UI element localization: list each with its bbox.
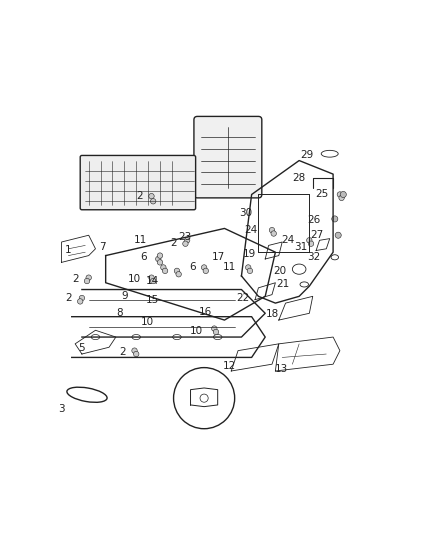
Circle shape [332, 216, 338, 222]
Circle shape [200, 394, 208, 402]
Ellipse shape [132, 335, 141, 340]
Text: 30: 30 [240, 208, 253, 218]
Ellipse shape [67, 387, 107, 402]
Text: 2: 2 [120, 348, 126, 357]
Text: 31: 31 [294, 242, 307, 252]
Circle shape [176, 271, 181, 277]
Circle shape [203, 268, 208, 273]
Text: 10: 10 [190, 326, 203, 336]
Text: 14: 14 [146, 276, 159, 286]
Text: 22: 22 [236, 293, 249, 303]
Circle shape [183, 241, 188, 246]
Text: 24: 24 [244, 225, 258, 235]
Circle shape [307, 238, 312, 243]
Text: 24: 24 [282, 235, 295, 245]
Text: 6: 6 [189, 262, 196, 272]
Circle shape [132, 348, 137, 353]
Text: 12: 12 [223, 361, 236, 371]
Text: 27: 27 [311, 230, 324, 240]
Circle shape [155, 256, 161, 262]
Text: 2: 2 [170, 238, 177, 248]
Text: 32: 32 [307, 252, 321, 262]
Circle shape [212, 326, 217, 332]
Text: 17: 17 [212, 252, 226, 262]
Circle shape [79, 295, 85, 301]
Text: 29: 29 [300, 150, 314, 160]
Ellipse shape [213, 335, 222, 340]
Text: 1: 1 [65, 246, 72, 255]
Circle shape [271, 231, 276, 236]
Text: 26: 26 [307, 215, 321, 225]
Text: 3: 3 [58, 404, 65, 414]
Text: 5: 5 [79, 343, 85, 353]
Text: 15: 15 [146, 295, 159, 305]
Circle shape [340, 191, 346, 198]
FancyBboxPatch shape [194, 116, 262, 198]
Text: 2: 2 [136, 191, 143, 201]
Circle shape [337, 192, 343, 197]
Circle shape [86, 275, 92, 280]
Text: 20: 20 [273, 266, 286, 276]
Text: 25: 25 [315, 190, 328, 199]
Ellipse shape [331, 255, 339, 260]
Circle shape [184, 238, 190, 243]
Circle shape [213, 329, 219, 335]
Circle shape [269, 228, 275, 233]
Circle shape [335, 232, 341, 238]
Circle shape [151, 199, 156, 204]
Circle shape [78, 298, 83, 304]
Circle shape [174, 268, 180, 273]
Ellipse shape [321, 150, 338, 157]
Circle shape [157, 260, 162, 265]
Circle shape [173, 368, 235, 429]
Text: 23: 23 [178, 232, 191, 242]
Circle shape [149, 193, 154, 199]
Text: 13: 13 [275, 364, 288, 374]
Circle shape [151, 278, 156, 284]
Text: 11: 11 [134, 235, 148, 245]
Text: 8: 8 [116, 308, 123, 318]
Circle shape [84, 278, 90, 284]
Circle shape [308, 241, 314, 246]
Circle shape [201, 265, 207, 270]
Circle shape [339, 195, 344, 200]
Ellipse shape [91, 335, 100, 340]
Circle shape [246, 265, 251, 270]
Text: 10: 10 [141, 317, 154, 327]
Circle shape [247, 268, 253, 273]
Text: 18: 18 [266, 309, 279, 319]
Text: 2: 2 [72, 273, 78, 284]
Text: 16: 16 [199, 306, 212, 317]
Text: 28: 28 [292, 173, 305, 182]
FancyBboxPatch shape [80, 156, 196, 210]
Circle shape [157, 253, 162, 259]
Text: 10: 10 [127, 273, 141, 284]
Text: 6: 6 [140, 252, 146, 262]
Text: 21: 21 [277, 279, 290, 289]
Text: 19: 19 [243, 249, 256, 259]
Ellipse shape [293, 264, 306, 274]
Text: 2: 2 [65, 293, 72, 303]
Circle shape [161, 265, 166, 270]
Circle shape [149, 275, 154, 280]
Text: 7: 7 [99, 242, 106, 252]
Circle shape [134, 351, 139, 357]
Ellipse shape [173, 335, 181, 340]
Text: 33: 33 [219, 402, 232, 411]
Text: 11: 11 [223, 262, 236, 272]
Ellipse shape [300, 282, 308, 287]
Text: 9: 9 [121, 292, 128, 301]
Circle shape [162, 268, 168, 273]
